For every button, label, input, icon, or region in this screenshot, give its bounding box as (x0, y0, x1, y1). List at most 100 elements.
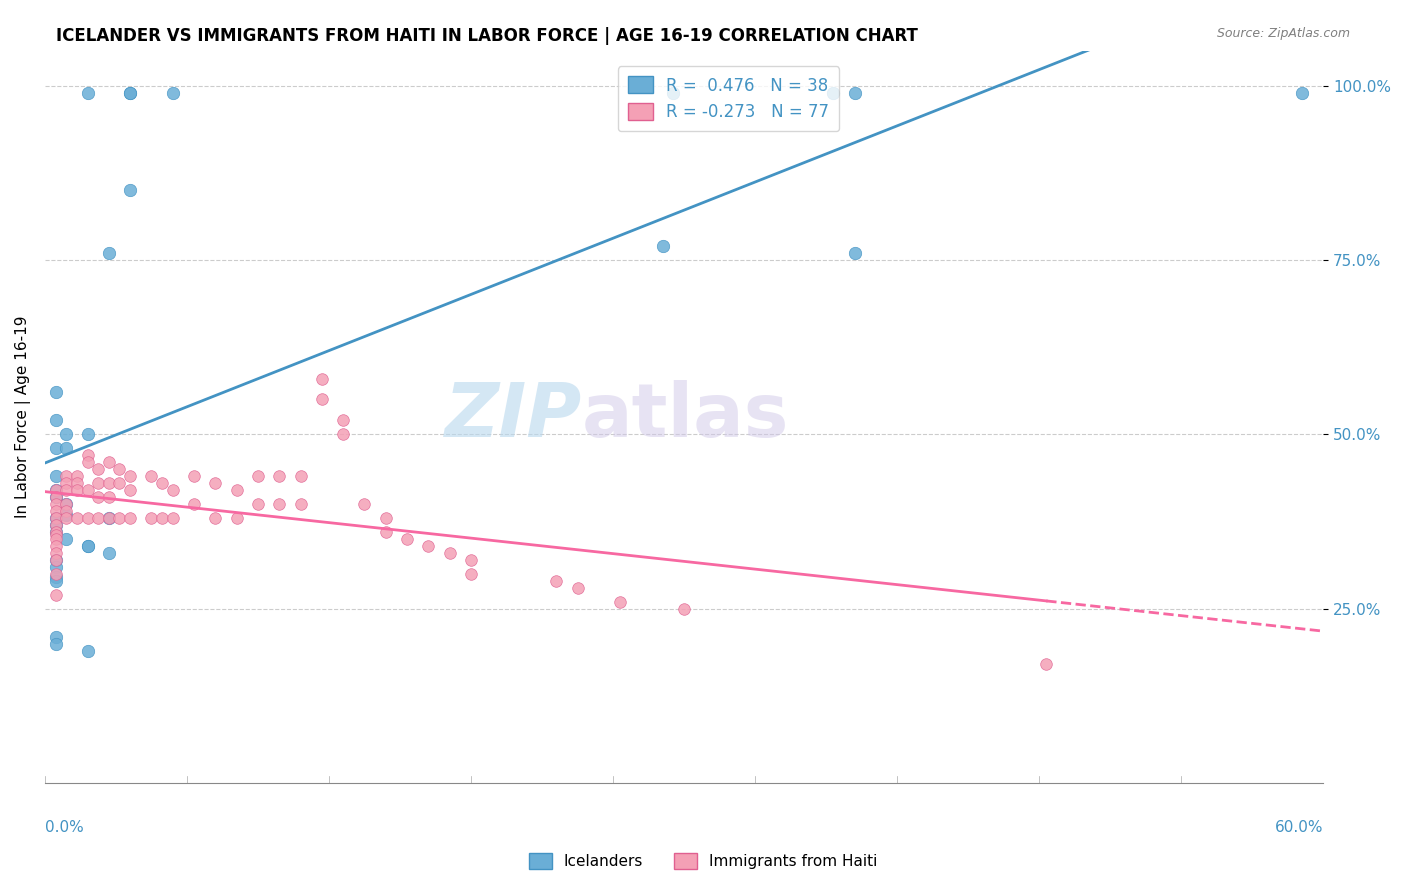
Point (374, 524, 396, 539)
Point (439, 546, 461, 560)
Point (45, 574, 67, 588)
Point (311, 371, 333, 385)
Point (45, 588, 67, 602)
Point (45, 490, 67, 504)
Point (108, 511, 131, 525)
Point (823, 86, 845, 100)
Point (290, 497, 312, 511)
Point (120, 469, 142, 483)
Point (183, 497, 205, 511)
Point (204, 476, 226, 491)
Point (269, 469, 291, 483)
Point (76, 427, 98, 442)
Point (141, 469, 163, 483)
Point (97, 246, 120, 260)
Point (662, 86, 685, 100)
Point (45, 636, 67, 650)
Point (225, 511, 247, 525)
Point (332, 413, 354, 427)
Point (45, 385, 67, 400)
Point (87, 462, 110, 476)
Point (55, 476, 77, 491)
Point (45, 630, 67, 644)
Point (332, 427, 354, 442)
Point (76, 455, 98, 469)
Point (290, 469, 312, 483)
Point (55, 511, 77, 525)
Point (76, 511, 98, 525)
Point (76, 539, 98, 553)
Point (45, 469, 67, 483)
Point (87, 476, 110, 491)
Legend: R =  0.476   N = 38, R = -0.273   N = 77: R = 0.476 N = 38, R = -0.273 N = 77 (619, 66, 839, 131)
Point (55, 483, 77, 497)
Point (45, 539, 67, 553)
Text: atlas: atlas (582, 380, 789, 453)
Point (567, 581, 589, 595)
Point (45, 504, 67, 518)
Point (460, 553, 482, 567)
Point (45, 442, 67, 456)
Legend: Icelanders, Immigrants from Haiti: Icelanders, Immigrants from Haiti (523, 847, 883, 875)
Point (120, 483, 142, 497)
Point (66, 476, 89, 491)
Point (120, 511, 142, 525)
Y-axis label: In Labor Force | Age 16-19: In Labor Force | Age 16-19 (15, 316, 31, 518)
Point (76, 86, 98, 100)
Point (120, 183, 142, 197)
Point (45, 524, 67, 539)
Point (162, 483, 184, 497)
Point (45, 518, 67, 533)
Point (97, 476, 120, 491)
Point (269, 497, 291, 511)
Point (120, 86, 142, 100)
Point (353, 497, 375, 511)
Point (418, 539, 440, 553)
Point (162, 86, 184, 100)
Point (45, 528, 67, 542)
Text: 60.0%: 60.0% (1275, 820, 1323, 835)
Point (55, 427, 77, 442)
Point (45, 518, 67, 533)
Point (55, 497, 77, 511)
Point (844, 86, 866, 100)
Point (97, 511, 120, 525)
Point (45, 532, 67, 546)
Point (120, 86, 142, 100)
Point (150, 476, 173, 491)
Point (246, 497, 269, 511)
Point (162, 511, 184, 525)
Point (45, 524, 67, 539)
Point (45, 490, 67, 504)
Point (97, 490, 120, 504)
Point (87, 511, 110, 525)
Point (183, 469, 205, 483)
Point (66, 469, 89, 483)
Text: Source: ZipAtlas.com: Source: ZipAtlas.com (1216, 27, 1350, 40)
Point (55, 497, 77, 511)
Point (45, 566, 67, 581)
Point (311, 392, 333, 407)
Point (246, 469, 269, 483)
Point (45, 413, 67, 427)
Point (45, 553, 67, 567)
Point (45, 559, 67, 574)
Point (651, 239, 673, 253)
Point (1291, 86, 1313, 100)
Point (108, 462, 131, 476)
Text: 0.0%: 0.0% (45, 820, 83, 835)
Point (460, 566, 482, 581)
Point (55, 532, 77, 546)
Point (396, 532, 419, 546)
Point (76, 448, 98, 462)
Point (225, 483, 247, 497)
Point (97, 511, 120, 525)
Point (141, 511, 163, 525)
Point (66, 511, 89, 525)
Point (45, 483, 67, 497)
Point (546, 574, 568, 588)
Point (55, 504, 77, 518)
Point (76, 539, 98, 553)
Point (673, 601, 696, 615)
Point (55, 442, 77, 456)
